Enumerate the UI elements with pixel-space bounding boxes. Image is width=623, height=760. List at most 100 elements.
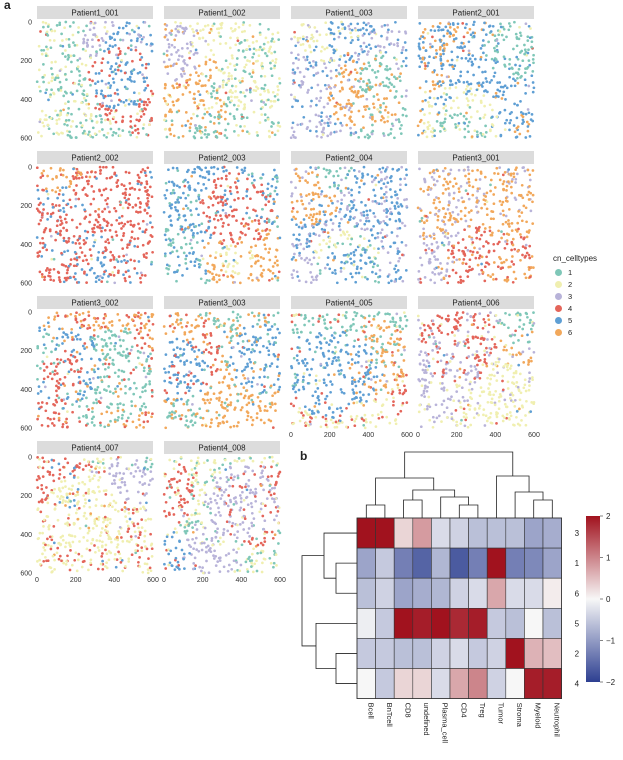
- cell-point: [336, 199, 340, 203]
- cell-point: [229, 192, 233, 196]
- cell-point: [167, 168, 170, 172]
- cell-point: [518, 214, 521, 218]
- cell-point: [104, 240, 108, 244]
- cell-point: [524, 206, 528, 210]
- cell-point: [77, 197, 81, 201]
- y-tick-label: 200: [20, 203, 32, 210]
- cell-point: [385, 234, 389, 237]
- cell-point: [88, 248, 92, 251]
- cell-point: [220, 21, 224, 25]
- cell-point: [398, 212, 401, 216]
- cell-point: [143, 385, 147, 388]
- cell-point: [463, 254, 467, 257]
- cell-point: [42, 335, 45, 339]
- cell-point: [183, 361, 186, 364]
- cell-point: [313, 183, 316, 187]
- cell-point: [461, 200, 465, 204]
- cell-point: [103, 338, 106, 342]
- cell-point: [519, 235, 523, 239]
- cell-point: [164, 65, 168, 69]
- cell-point: [91, 410, 94, 414]
- cell-point: [352, 102, 355, 105]
- cell-point: [352, 260, 356, 263]
- cell-point: [384, 50, 388, 54]
- cell-point: [122, 254, 126, 258]
- cell-point: [102, 188, 106, 192]
- cell-point: [405, 204, 409, 208]
- cell-point: [426, 127, 430, 131]
- cell-point: [317, 166, 320, 169]
- cell-point: [42, 48, 46, 52]
- cell-point: [363, 228, 367, 232]
- cell-point: [204, 319, 207, 323]
- cell-point: [212, 89, 215, 93]
- cell-point: [368, 244, 372, 247]
- cell-point: [101, 251, 105, 255]
- cell-point: [113, 371, 117, 375]
- cell-point: [139, 170, 143, 174]
- cell-point: [174, 201, 177, 204]
- cell-point: [332, 48, 336, 52]
- cell-point: [230, 274, 233, 278]
- cell-point: [336, 174, 340, 178]
- cell-point: [140, 107, 144, 111]
- cell-point: [265, 233, 269, 236]
- cell-point: [234, 68, 237, 72]
- cell-point: [127, 46, 130, 50]
- cell-point: [114, 43, 117, 47]
- cell-point: [428, 55, 431, 59]
- cell-point: [247, 401, 251, 405]
- cell-point: [90, 417, 94, 421]
- cell-point: [175, 249, 179, 253]
- cell-point: [268, 228, 272, 232]
- cell-point: [122, 378, 126, 381]
- cell-point: [55, 384, 58, 388]
- cell-point: [300, 199, 303, 203]
- cell-point: [73, 355, 77, 359]
- cell-point: [417, 278, 420, 281]
- cell-point: [83, 272, 86, 275]
- cell-point: [353, 26, 357, 30]
- cell-point: [371, 129, 375, 133]
- cell-point: [353, 68, 357, 72]
- cell-point: [421, 234, 425, 237]
- cell-point: [355, 181, 358, 184]
- cell-point: [163, 118, 166, 122]
- cell-point: [114, 120, 118, 124]
- cell-point: [315, 223, 319, 227]
- cell-point: [198, 36, 201, 40]
- cell-point: [82, 37, 86, 41]
- cell-point: [293, 71, 297, 74]
- panel-strip: [418, 6, 534, 19]
- cell-point: [369, 31, 372, 34]
- panel-title: Patient1_003: [325, 9, 373, 18]
- cell-point: [362, 237, 366, 240]
- cell-point: [366, 277, 369, 281]
- cell-point: [305, 55, 309, 59]
- cell-point: [403, 198, 406, 202]
- cell-point: [516, 221, 520, 225]
- cell-point: [375, 93, 379, 96]
- cell-point: [193, 171, 196, 174]
- cell-point: [251, 71, 255, 74]
- cell-point: [250, 393, 254, 397]
- cell-point: [189, 122, 193, 126]
- cell-point: [512, 172, 516, 175]
- cell-point: [498, 166, 502, 169]
- cell-point: [337, 35, 341, 39]
- cell-point: [374, 54, 378, 58]
- cell-point: [513, 20, 516, 24]
- cell-point: [188, 126, 192, 129]
- cell-point: [61, 425, 64, 429]
- cell-point: [213, 316, 216, 320]
- cell-point: [113, 281, 117, 285]
- cell-point: [180, 75, 184, 78]
- cell-point: [177, 382, 180, 386]
- scatter-panel: Patient1_002: [162, 6, 282, 140]
- cell-point: [171, 241, 175, 244]
- cell-point: [143, 21, 147, 24]
- cell-point: [405, 198, 408, 201]
- cell-point: [505, 242, 509, 246]
- cell-point: [452, 37, 456, 41]
- cell-point: [271, 32, 275, 36]
